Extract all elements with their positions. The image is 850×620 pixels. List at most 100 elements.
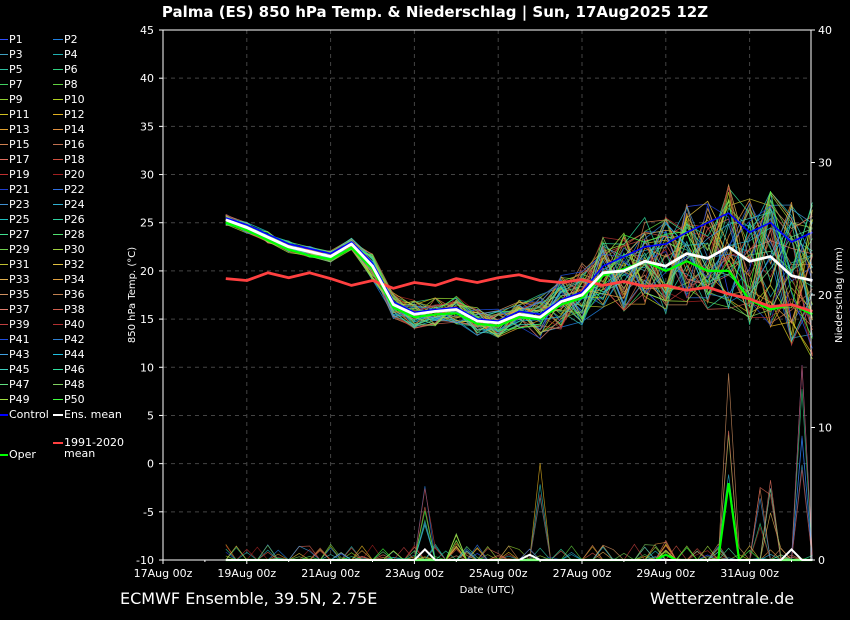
legend-swatch: [53, 384, 63, 385]
legend-label: P43: [9, 348, 30, 361]
legend-label: P46: [64, 363, 85, 376]
legend-swatch: [53, 84, 63, 85]
legend-item-ens-mean: Ens. mean: [53, 408, 122, 421]
y-tick-label: -5: [143, 506, 154, 519]
y-tick-label: 35: [140, 120, 154, 133]
legend-label: P11: [9, 108, 30, 121]
legend-item-p37: P37: [0, 303, 30, 316]
legend-label: P37: [9, 303, 30, 316]
legend-item-p49: P49: [0, 393, 30, 406]
legend-swatch: [53, 174, 63, 175]
legend-label: P6: [64, 63, 78, 76]
series-oper: [225, 221, 813, 327]
legend-item-p1: P1: [0, 33, 23, 46]
legend-item-p39: P39: [0, 318, 30, 331]
y-tick-label: -10: [136, 554, 154, 567]
legend-label: P12: [64, 108, 85, 121]
legend-label: P31: [9, 258, 30, 271]
x-tick-label: 29Aug 00z: [636, 567, 695, 580]
legend-label: P39: [9, 318, 30, 331]
legend-label: P17: [9, 153, 30, 166]
legend-swatch: [53, 219, 63, 220]
footer-site: Wetterzentrale.de: [650, 589, 795, 608]
legend-swatch: [0, 279, 8, 280]
legend-item-p18: P18: [53, 153, 85, 166]
legend-item-p17: P17: [0, 153, 30, 166]
legend-swatch: [53, 309, 63, 310]
legend-label: P14: [64, 123, 85, 136]
legend-label: P8: [64, 78, 78, 91]
footer-source: ECMWF Ensemble, 39.5N, 2.75E: [120, 589, 378, 608]
y-right-tick-label: 30: [818, 157, 832, 170]
chart-title: Palma (ES) 850 hPa Temp. & Niederschlag …: [162, 3, 708, 22]
legend-label: P15: [9, 138, 30, 151]
y-right-tick-label: 10: [818, 422, 832, 435]
legend-label: P45: [9, 363, 30, 376]
legend-label: P22: [64, 183, 85, 196]
legend-label: 1991-2020: [64, 436, 124, 449]
legend-item-p5: P5: [0, 63, 23, 76]
legend-item-p4: P4: [53, 48, 78, 61]
legend-item-p15: P15: [0, 138, 30, 151]
legend-swatch: [53, 99, 63, 100]
legend-swatch: [53, 39, 63, 40]
legend-label: P32: [64, 258, 85, 271]
legend-label: P1: [9, 33, 23, 46]
y-tick-label: 5: [147, 409, 154, 422]
legend-swatch: [0, 129, 8, 130]
legend-label: P18: [64, 153, 85, 166]
legend-item-p27: P27: [0, 228, 30, 241]
legend-label: P20: [64, 168, 85, 181]
y-tick-label: 30: [140, 169, 154, 182]
legend-swatch: [0, 384, 8, 385]
legend-swatch: [0, 324, 8, 325]
y-tick-label: 25: [140, 217, 154, 230]
legend-item-p31: P31: [0, 258, 30, 271]
legend-label: P21: [9, 183, 30, 196]
legend-item-oper: Oper: [0, 448, 36, 461]
legend-swatch: [53, 189, 63, 190]
legend-swatch: [0, 413, 8, 416]
y-right-tick-label: 20: [818, 289, 832, 302]
legend-item-p46: P46: [53, 363, 85, 376]
y-axis-right-label: Niederschlag (mm): [834, 247, 845, 343]
series-control: [225, 212, 813, 322]
legend-label: P23: [9, 198, 30, 211]
legend-label: P38: [64, 303, 85, 316]
legend-label: P44: [64, 348, 85, 361]
legend-swatch: [53, 234, 63, 235]
legend-item-p34: P34: [53, 273, 85, 286]
legend-swatch: [0, 39, 8, 40]
legend-swatch: [53, 324, 63, 325]
legend-label: P33: [9, 273, 30, 286]
series-1991-2020-mean: [225, 271, 813, 313]
legend-item-p26: P26: [53, 213, 85, 226]
legend-swatch: [0, 354, 8, 355]
legend-item-p32: P32: [53, 258, 85, 271]
legend-label: P48: [64, 378, 85, 391]
legend-swatch: [53, 159, 63, 160]
legend-item-p40: P40: [53, 318, 85, 331]
legend-label: P42: [64, 333, 85, 346]
legend-label: Control: [9, 408, 49, 421]
y-tick-label: 20: [140, 265, 154, 278]
legend-item-p44: P44: [53, 348, 85, 361]
legend-swatch: [0, 99, 8, 100]
x-tick-label: 19Aug 00z: [217, 567, 276, 580]
x-tick-label: 25Aug 00z: [469, 567, 528, 580]
legend-swatch: [53, 339, 63, 340]
member-line-46: [225, 199, 813, 333]
legend-label: P35: [9, 288, 30, 301]
legend-label: P10: [64, 93, 85, 106]
legend-item-p38: P38: [53, 303, 85, 316]
legend-swatch: [0, 189, 8, 190]
legend-label: P49: [9, 393, 30, 406]
legend-label: Oper: [9, 448, 36, 461]
legend-item-p9: P9: [0, 93, 23, 106]
legend-item-p33: P33: [0, 273, 30, 286]
legend-item-p24: P24: [53, 198, 85, 211]
legend-label: P47: [9, 378, 30, 391]
legend-label: P27: [9, 228, 30, 241]
legend-swatch: [0, 399, 8, 400]
legend-item-p50: P50: [53, 393, 85, 406]
